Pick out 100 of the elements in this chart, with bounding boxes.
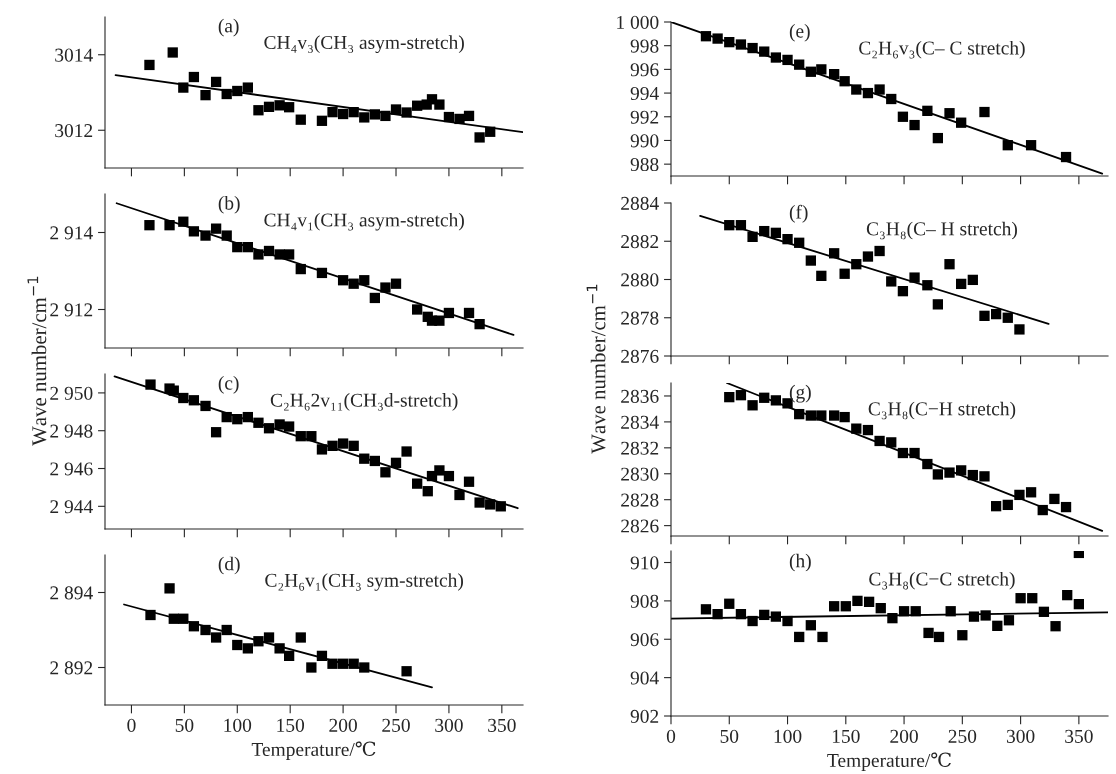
- annotation: (b): [218, 195, 240, 214]
- point: [232, 639, 243, 651]
- x-axis-title: Temperature/℃: [827, 752, 951, 771]
- point: [1060, 501, 1072, 513]
- annotation: (d): [218, 556, 240, 575]
- annotation: (c): [218, 376, 239, 394]
- point: [747, 400, 758, 411]
- point: [283, 249, 295, 260]
- point: [274, 419, 285, 430]
- point: [380, 282, 391, 293]
- point: [263, 101, 275, 112]
- point: [253, 105, 264, 116]
- y-tick-label: 2878: [621, 311, 659, 325]
- point: [770, 227, 782, 238]
- y-tick-label: 3014: [55, 48, 93, 62]
- point: [944, 467, 955, 478]
- point: [283, 650, 295, 662]
- y-tick-label: 988: [630, 157, 659, 172]
- point: [933, 631, 945, 643]
- point: [862, 424, 874, 436]
- y-tick-label: 2882: [621, 235, 659, 249]
- point: [805, 255, 816, 266]
- point: [829, 410, 840, 421]
- point: [283, 421, 295, 432]
- y-axis-title: Wave number/cm$^{−1}$: [586, 284, 606, 454]
- y-tick-label: 2 944: [50, 500, 93, 514]
- point: [412, 304, 423, 315]
- x-tick-label: 50: [720, 729, 739, 743]
- point: [1002, 312, 1013, 323]
- point: [316, 444, 328, 455]
- point: [369, 292, 380, 304]
- point: [1025, 487, 1037, 498]
- point: [306, 662, 317, 673]
- point: [967, 274, 978, 286]
- y-tick-label: 994: [630, 86, 659, 101]
- x-tick-label: 50: [175, 718, 194, 732]
- point: [145, 379, 156, 390]
- point: [1027, 593, 1038, 604]
- y-tick-label: 992: [630, 110, 659, 124]
- y-tick-label: 3012: [55, 124, 93, 138]
- y-tick-label: 998: [630, 39, 659, 53]
- x-tick-label: 150: [832, 729, 860, 743]
- annotation: C₃H₈(C−C stretch): [869, 571, 1015, 590]
- x-tick-label: 200: [890, 729, 918, 743]
- y-tick-label: 990: [630, 134, 659, 148]
- point: [839, 268, 850, 279]
- point: [412, 478, 423, 489]
- point: [274, 643, 285, 654]
- point: [816, 64, 827, 75]
- point: [851, 423, 862, 434]
- y-tick-label: 908: [630, 594, 659, 608]
- y-tick-label: 910: [630, 556, 659, 570]
- point: [401, 446, 412, 457]
- point: [700, 604, 712, 615]
- point: [253, 249, 264, 260]
- point: [412, 100, 423, 111]
- point: [829, 601, 840, 612]
- y-tick-label: 2 948: [50, 424, 93, 438]
- point: [1073, 599, 1085, 610]
- y-tick-label: 2 892: [50, 661, 93, 675]
- point: [1003, 615, 1015, 626]
- x-tick-label: 0: [127, 718, 136, 732]
- x-tick-label: 350: [1065, 729, 1093, 743]
- point: [144, 59, 155, 71]
- annotation: (f): [789, 204, 808, 223]
- point: [992, 620, 1003, 631]
- y-tick-label: 2832: [621, 441, 659, 455]
- point: [337, 438, 349, 449]
- x-tick-label: 100: [774, 729, 802, 743]
- point: [979, 106, 990, 118]
- point: [359, 112, 370, 123]
- point: [434, 465, 445, 476]
- y-tick-label: 2880: [621, 273, 659, 287]
- y-tick-label: 2 946: [50, 462, 93, 476]
- point: [390, 104, 402, 115]
- annotation: C₂H₆v₃(C– C stretch): [859, 40, 1025, 59]
- y-tick-label: 2884: [621, 196, 659, 210]
- point: [167, 47, 178, 58]
- y-tick-label: 2826: [621, 519, 659, 533]
- point: [980, 610, 991, 621]
- point: [242, 82, 254, 93]
- point: [979, 471, 990, 482]
- point: [274, 100, 285, 111]
- y-tick-label: 2 914: [50, 226, 93, 240]
- point: [463, 476, 475, 487]
- point: [724, 598, 735, 609]
- point: [168, 385, 179, 396]
- x-tick-label: 250: [382, 718, 410, 732]
- point: [816, 410, 827, 421]
- point: [1049, 493, 1060, 505]
- point: [1050, 621, 1061, 632]
- x-tick-label: 300: [1006, 729, 1035, 743]
- point: [957, 630, 968, 641]
- point: [794, 631, 805, 643]
- point: [1062, 589, 1073, 601]
- point: [485, 499, 496, 510]
- point: [852, 595, 863, 607]
- point: [200, 89, 211, 101]
- point: [401, 666, 412, 677]
- point: [990, 501, 1002, 512]
